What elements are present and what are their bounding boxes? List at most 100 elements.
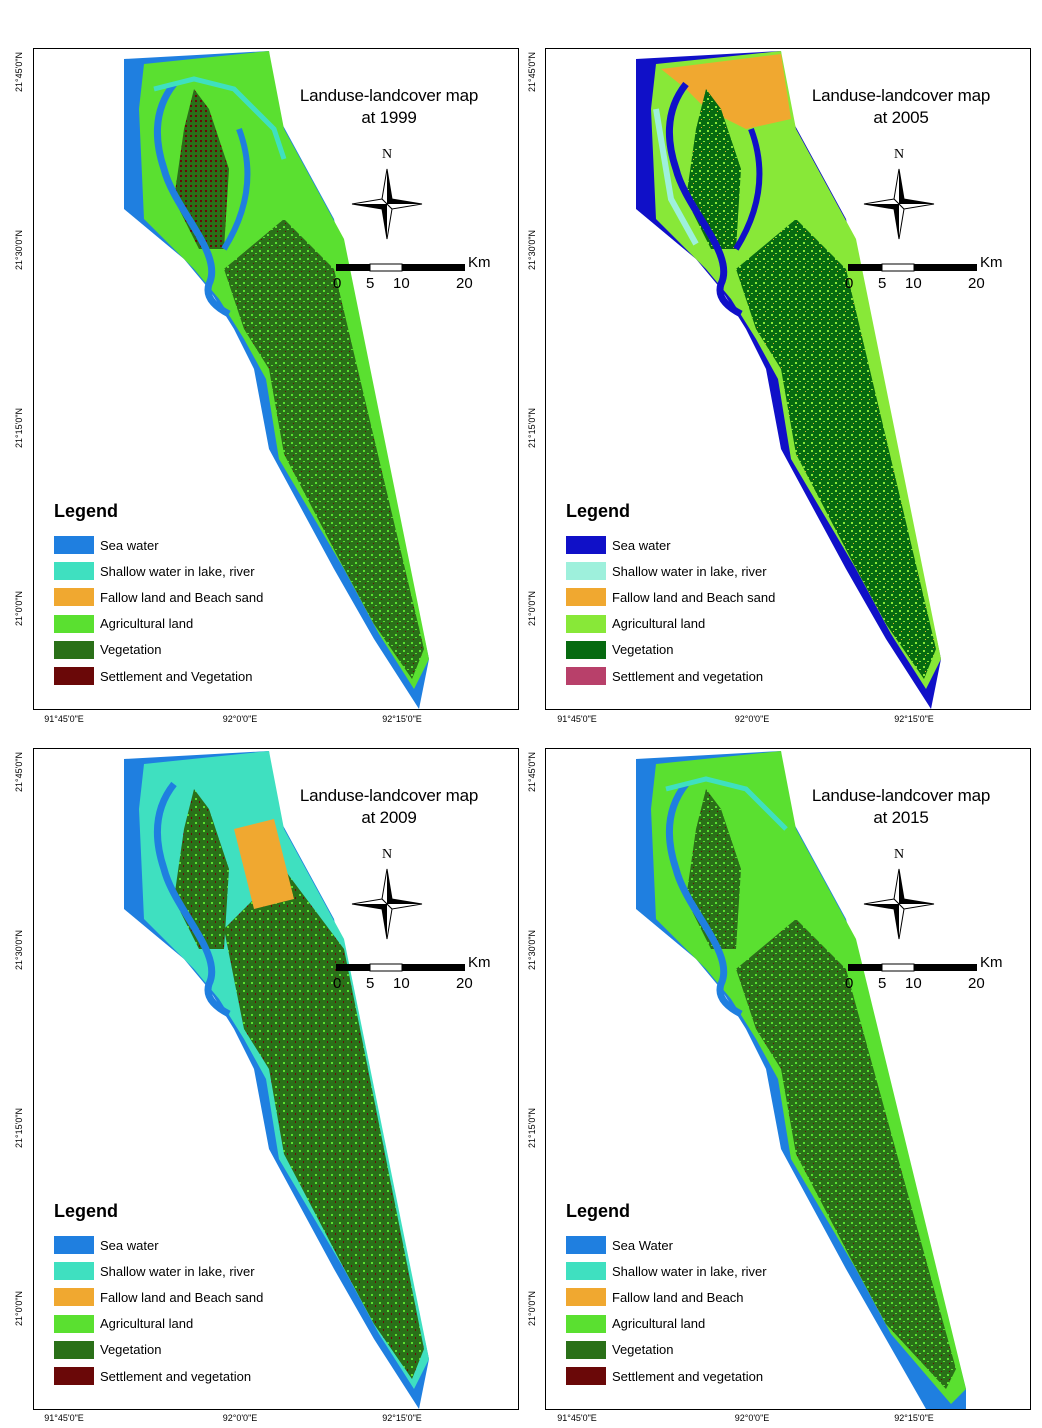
scale-tick: 5 [366,275,375,292]
legend-label: Fallow land and Beach sand [100,589,264,605]
scale-bar-graphic [336,963,465,972]
title-line-1: Landuse-landcover map [299,86,479,105]
title-line-1: Landuse-landcover map [811,86,991,105]
north-arrow: N [347,147,427,240]
legend-title: Legend [566,501,631,521]
map-frame: Landuse-landcover map at 2005 N Km [545,48,1031,710]
legend-label: Shallow water in lake, river [100,563,255,579]
legend-swatch [566,1288,606,1307]
legend-item: Fallow land and Beach sand [54,1284,263,1310]
longitude-label: 92°0'0"E [734,1413,770,1423]
legend-label: Settlement and vegetation [612,1368,764,1384]
scale-tick: 5 [366,975,375,992]
legend-swatch [54,640,94,659]
legend-item: Agricultural land [54,1311,263,1337]
legend: Legend Sea Water Shallow water in lake, … [566,1201,767,1389]
latitude-label: 21°45'0"N [14,751,24,792]
legend-label: Agricultural land [100,1316,194,1332]
scale-tick: 0 [333,275,342,292]
map-title: Landuse-landcover map at 2005 [791,85,1011,129]
legend-item: Agricultural land [54,611,263,637]
latitude-label: 21°45'0"N [527,751,537,792]
legend-label: Vegetation [100,642,162,658]
legend-swatch [54,667,94,686]
legend-title: Legend [54,501,119,521]
map-panel-2015: Landuse-landcover map at 2015 N Km [521,714,1042,1428]
scale-bar-graphic [336,263,465,272]
land-cover-map [124,751,429,1409]
map-title: Landuse-landcover map at 2015 [791,785,1011,829]
legend-swatch [566,1314,606,1333]
scale-tick: 20 [968,275,985,292]
legend-label: Sea water [100,1237,159,1253]
scale-unit: Km [468,954,491,971]
legend-title: Legend [566,1201,631,1221]
legend-label: Fallow land and Beach sand [612,589,776,605]
north-arrow: N [859,147,939,240]
legend-label: Agricultural land [612,616,706,632]
longitude-label: 92°0'0"E [222,714,258,724]
legend: Legend Sea water Shallow water in lake, … [54,1201,263,1389]
legend-label: Shallow water in lake, river [612,1263,767,1279]
scale-tick: 5 [878,975,887,992]
scale-bar-graphic [848,963,977,972]
latitude-label: 21°30'0"N [527,929,537,970]
legend-item: Vegetation [54,1337,263,1363]
scale-tick: 10 [393,275,410,292]
legend-label: Agricultural land [612,1316,706,1332]
scale-tick: 20 [968,975,985,992]
scale-tick: 0 [845,975,854,992]
map-frame: Landuse-landcover map at 2009 N Km [33,748,519,1410]
title-line-1: Landuse-landcover map [811,786,991,805]
legend: Legend Sea water Shallow water in lake, … [566,501,775,689]
latitude-label: 21°45'0"N [527,51,537,92]
latitude-label: 21°15'0"N [14,1107,24,1148]
longitude-label: 92°15'0"E [382,1413,422,1423]
north-label: N [893,847,905,862]
title-line-2: at 2009 [361,808,417,827]
legend-label: Vegetation [612,1342,674,1358]
legend-swatch [54,536,94,555]
latitude-label: 21°15'0"N [527,407,537,448]
legend-label: Sea Water [612,1237,673,1253]
title-line-2: at 2015 [873,808,929,827]
longitude-label: 91°45'0"E [557,1413,597,1423]
legend-label: Agricultural land [100,616,194,632]
legend-swatch [566,562,606,581]
latitude-label: 21°0'0"N [14,1290,24,1326]
legend-item: Shallow water in lake, river [566,1258,767,1284]
legend-label: Sea water [612,537,671,553]
longitude-label: 92°15'0"E [382,714,422,724]
legend-swatch [54,588,94,607]
scale-bar: Km 0 5 10 20 [845,954,1018,1001]
scale-bar: Km 0 5 10 20 [845,254,1018,301]
legend-label: Shallow water in lake, river [612,563,767,579]
map-frame: Landuse-landcover map at 2015 N Km [545,748,1031,1410]
legend-swatch [54,1314,94,1333]
scale-unit: Km [468,254,491,271]
legend-item: Sea water [54,532,263,558]
scale-tick: 10 [393,975,410,992]
legend-swatch [54,1367,94,1386]
north-arrow: N [859,847,939,940]
legend-item: Settlement and vegetation [566,663,775,689]
latitude-label: 21°30'0"N [14,929,24,970]
latitude-label: 21°30'0"N [14,229,24,270]
scale-bar: Km 0 5 10 20 [333,954,506,1001]
land-cover-map [124,51,429,709]
scale-tick: 20 [456,975,473,992]
map-frame: Landuse-landcover map at 1999 N Km [33,48,519,710]
north-label: N [381,847,393,862]
legend-item: Fallow land and Beach sand [54,584,263,610]
legend-swatch [566,536,606,555]
land-cover-map [636,751,966,1409]
legend-swatch [566,1367,606,1386]
legend-item: Settlement and vegetation [566,1363,767,1389]
north-label: N [381,147,393,162]
north-label: N [893,147,905,162]
title-line-1: Landuse-landcover map [299,786,479,805]
legend-label: Sea water [100,537,159,553]
compass-icon [351,868,423,940]
scale-unit: Km [980,254,1003,271]
scale-tick: 5 [878,275,887,292]
